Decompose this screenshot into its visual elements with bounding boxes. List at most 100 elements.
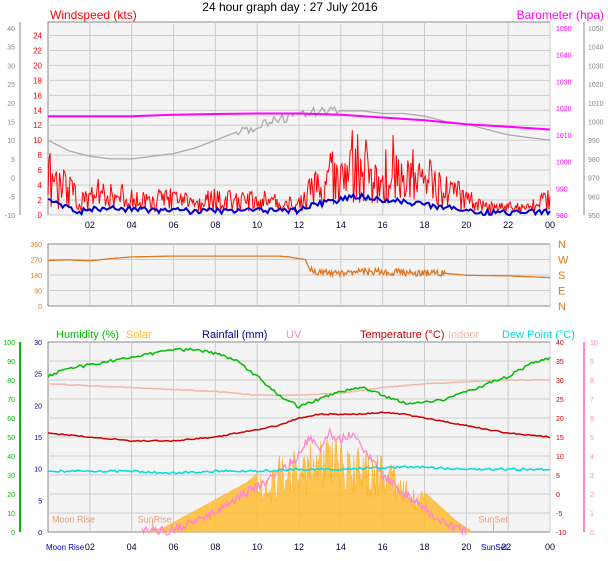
dir-y-tick: 360 (30, 242, 42, 249)
baro-outer-tick: 1040 (588, 45, 604, 52)
baro-outer-tick: 980 (588, 157, 600, 164)
humidity-y-tick: 40 (7, 454, 15, 461)
baro-outer-tick: 1000 (588, 120, 604, 127)
gust-line (47, 191, 551, 217)
uv-y-tick: 3 (590, 473, 594, 480)
temp-x-tick: 06 (168, 542, 178, 552)
sun-event-label: SunRise (138, 515, 172, 525)
dir-y-tick: 0 (38, 304, 42, 311)
baro-y-tick: 1000 (556, 160, 572, 167)
wind-x-tick: 04 (127, 220, 137, 230)
temp-x-tick: 00 (545, 542, 555, 552)
uv-y-tick: 6 (590, 416, 594, 423)
wind-outer-tick: 0 (11, 176, 15, 183)
dir-compass-tick: S (558, 270, 565, 282)
rain-y-tick: 20 (34, 403, 42, 410)
wind-x-tick: 16 (378, 220, 388, 230)
uv-y-tick: 7 (590, 397, 594, 404)
wind-outer-tick: 20 (7, 101, 15, 108)
sun-event-label: Moon Rise (52, 515, 95, 525)
rain-y-tick: 10 (34, 467, 42, 474)
baro-y-tick: 1010 (556, 133, 572, 140)
humidity-y-tick: 70 (7, 397, 15, 404)
humidity-y-tick: 10 (7, 511, 15, 518)
dir-compass-tick: N (558, 301, 566, 313)
wind-y-tick: 16 (33, 91, 42, 100)
baro-y-tick: 1050 (556, 26, 572, 33)
temperature-line (47, 411, 551, 443)
wind-barometer-chart: 024681012141618202224-10-505101520253035… (5, 8, 604, 230)
temp-x-tick: 12 (294, 542, 304, 552)
wind-x-tick: 20 (461, 220, 471, 230)
wind-y-tick: 2 (38, 196, 43, 205)
temp-x-tick: 04 (127, 542, 137, 552)
wind-outer-tick: 40 (7, 26, 15, 33)
temp-x-tick: 02 (85, 542, 95, 552)
page-title: 24 hour graph day : 27 July 2016 (202, 0, 378, 14)
dir-compass-tick: W (558, 255, 569, 267)
temp-y-tick: 15 (556, 435, 564, 442)
wind-y-tick: 14 (33, 106, 42, 115)
temp-y-tick: 10 (556, 454, 564, 461)
legend-item: Dew Point (°C) (502, 329, 575, 341)
baro-outer-tick: 990 (588, 138, 600, 145)
temp-x-tick: 16 (378, 542, 388, 552)
humidity-y-tick: 100 (3, 340, 15, 347)
temp-y-tick: 35 (556, 359, 564, 366)
wind-outer-tick: 10 (7, 138, 15, 145)
wind-x-tick: 18 (419, 220, 429, 230)
uv-line (141, 426, 467, 536)
wind-outer-tick: 30 (7, 63, 15, 70)
wind-x-tick: 08 (210, 220, 220, 230)
indoor-line (47, 378, 551, 397)
sunset-xlabel: SunSet (481, 543, 508, 552)
temp-y-tick: 5 (556, 473, 560, 480)
temp-x-tick: 22 (501, 542, 511, 552)
temp-x-tick: 14 (336, 542, 346, 552)
windspeed-line (47, 130, 551, 214)
temp-x-tick: 10 (252, 542, 262, 552)
rain-y-tick: 30 (34, 340, 42, 347)
temp-x-tick: 08 (210, 542, 220, 552)
baro-outer-tick: 1010 (588, 101, 604, 108)
wind-outer-tick: 5 (11, 157, 15, 164)
moon-rise-xlabel: Moon Rise (46, 543, 85, 552)
uv-y-tick: 10 (590, 340, 598, 347)
uv-y-tick: 1 (590, 511, 594, 518)
wind-x-tick: 10 (252, 220, 262, 230)
dewpoint-line (48, 465, 551, 475)
sun-event-label: SunSet (479, 515, 509, 525)
solar-area (142, 438, 474, 533)
wind-y-tick: 12 (33, 121, 42, 130)
temp-y-tick: 0 (556, 492, 560, 499)
baro-y-tick: 1040 (556, 53, 572, 60)
wind-x-tick: 14 (336, 220, 346, 230)
wind-outer-tick: 35 (7, 45, 15, 52)
dir-y-tick: 180 (30, 273, 42, 280)
baro-outer-tick: 970 (588, 176, 600, 183)
legend-item: Indoor (448, 329, 480, 341)
rain-y-tick: 15 (34, 435, 42, 442)
wind-y-tick: 18 (33, 76, 42, 85)
uv-y-tick: 0 (590, 530, 594, 537)
baro-outer-tick: 960 (588, 194, 600, 201)
wind-outer-tick: 15 (7, 120, 15, 127)
dir-compass-tick: N (558, 239, 566, 251)
temperature-humidity-chart: -10-505101520253035400510152025300102030… (3, 329, 598, 552)
dir-y-tick: 90 (34, 289, 42, 296)
humidity-line (47, 347, 551, 409)
baro-y-tick: 1020 (556, 106, 572, 113)
uv-y-tick: 5 (590, 435, 594, 442)
wind-x-tick: 02 (85, 220, 95, 230)
baro-axis-label: Barometer (hpa) (517, 8, 604, 22)
uv-y-tick: 9 (590, 359, 594, 366)
humidity-y-tick: 0 (11, 530, 15, 537)
baro-outer-tick: 1030 (588, 63, 604, 70)
wind-y-tick: 8 (38, 151, 43, 160)
baro-y-tick: 990 (556, 186, 568, 193)
dir-y-tick: 270 (30, 258, 42, 265)
wind-y-tick: 4 (38, 181, 43, 190)
baro-outer-tick: 1050 (588, 26, 604, 33)
